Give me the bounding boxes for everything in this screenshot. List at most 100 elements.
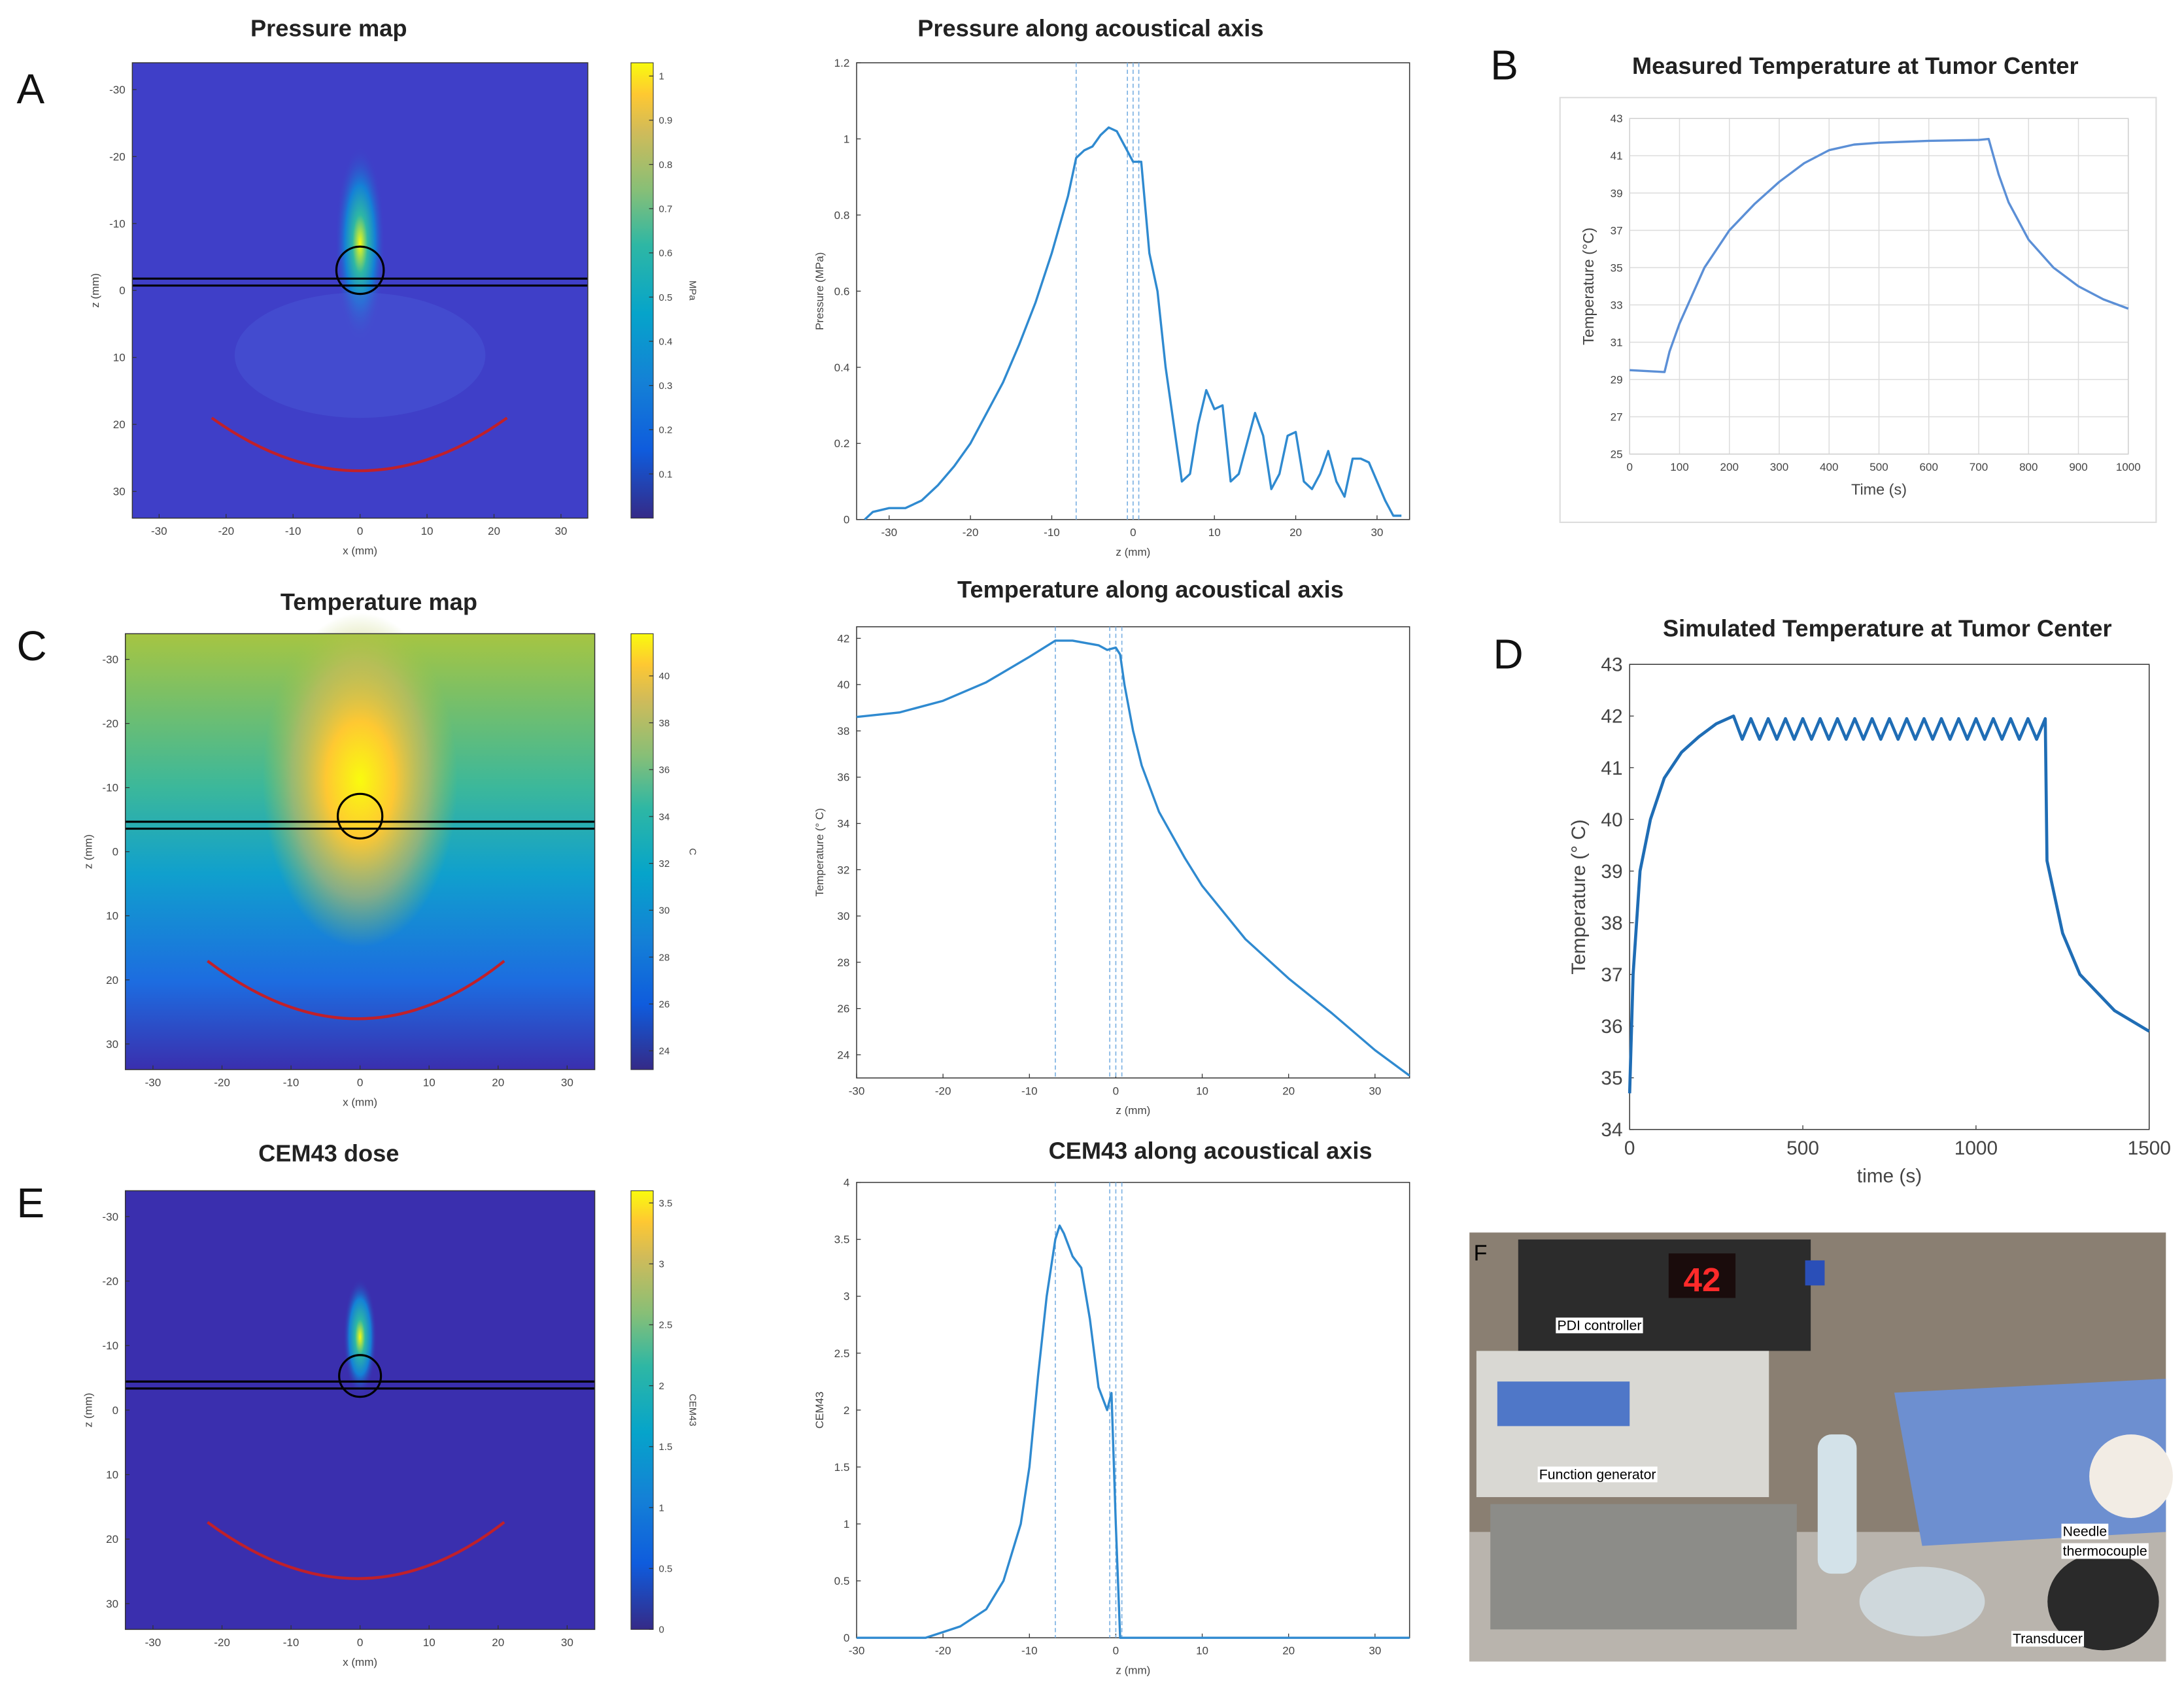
x-tick-label: 300 xyxy=(1770,461,1788,473)
x-tick-label: -30 xyxy=(881,526,897,539)
y-tick-label: 34 xyxy=(837,818,849,830)
x-tick-label: 700 xyxy=(1970,461,1988,473)
panel-letter: F xyxy=(1474,1241,1488,1266)
colorbar xyxy=(630,633,654,1070)
y-tick-label: 0 xyxy=(844,1632,849,1644)
y-axis-label: Temperature (° C) xyxy=(1568,819,1590,974)
data-line xyxy=(856,639,1410,1077)
data-line xyxy=(1628,714,2150,1094)
plot-frame xyxy=(1629,664,2150,1130)
y-tick-label: 36 xyxy=(837,771,849,784)
plot-frame xyxy=(856,626,1410,1079)
chart-title: Simulated Temperature at Tumor Center xyxy=(1663,615,2112,642)
y-tick-label: 10 xyxy=(106,1469,118,1481)
data-line xyxy=(864,126,1402,520)
y-tick-label: 0.4 xyxy=(834,362,850,374)
colorbar-tick-label: 0.7 xyxy=(659,205,673,215)
y-tick-label: 43 xyxy=(1611,112,1623,125)
photo-label: Needle xyxy=(2063,1524,2107,1540)
x-tick-label: 30 xyxy=(561,1077,573,1089)
x-axis-label: x (mm) xyxy=(343,1656,377,1668)
x-tick-label: 20 xyxy=(492,1077,504,1089)
x-axis-label: Time (s) xyxy=(1851,481,1907,498)
y-tick-label: 1.2 xyxy=(834,57,850,69)
x-tick-label: 30 xyxy=(1369,1645,1381,1657)
x-tick-label: 1000 xyxy=(2116,461,2141,473)
x-tick-label: 100 xyxy=(1670,461,1688,473)
x-tick-label: -10 xyxy=(283,1636,299,1649)
y-tick-label: 41 xyxy=(1611,150,1623,162)
panel-letter: A xyxy=(17,65,45,112)
y-tick-label: 38 xyxy=(837,725,849,737)
y-tick-label: 30 xyxy=(106,1598,118,1610)
y-tick-label: 27 xyxy=(1611,411,1623,423)
x-tick-label: 30 xyxy=(561,1636,573,1649)
y-tick-label: 30 xyxy=(113,486,126,498)
y-tick-label: 20 xyxy=(106,1533,118,1545)
plot-frame xyxy=(856,62,1410,520)
chart-title: Temperature along acoustical axis xyxy=(957,576,1344,603)
photo-label: Transducer xyxy=(2013,1631,2083,1647)
y-tick-label: 30 xyxy=(106,1038,118,1051)
photo xyxy=(1469,1232,2173,1662)
y-tick-label: 38 xyxy=(1601,913,1622,934)
y-tick-label: -20 xyxy=(102,1275,118,1288)
y-axis-label: Pressure (MPa) xyxy=(813,252,826,330)
colorbar-tick-label: 0.2 xyxy=(659,426,673,436)
y-axis-label: CEM43 xyxy=(813,1391,826,1428)
x-tick-label: 0 xyxy=(357,1636,363,1649)
x-tick-label: 0 xyxy=(357,1077,363,1089)
y-axis-label: Temperature (°C) xyxy=(1580,228,1597,345)
photo-label-bg xyxy=(1556,1317,1643,1334)
colorbar-tick-label: 34 xyxy=(659,812,670,822)
photo-label-bg xyxy=(2011,1630,2085,1647)
y-tick-label: 36 xyxy=(1601,1016,1622,1038)
y-tick-label: -20 xyxy=(102,718,118,730)
controller-display: 42 xyxy=(1684,1261,1721,1298)
y-tick-label: 1 xyxy=(844,133,849,145)
y-axis-label: z (mm) xyxy=(82,834,95,869)
y-tick-label: -30 xyxy=(102,1211,118,1223)
y-tick-label: 3.5 xyxy=(834,1234,850,1246)
y-tick-label: 2.5 xyxy=(834,1347,850,1360)
y-tick-label: -10 xyxy=(109,218,126,230)
x-tick-label: 10 xyxy=(1208,526,1221,539)
x-tick-label: 10 xyxy=(421,525,434,537)
y-tick-label: -10 xyxy=(102,1340,118,1352)
x-tick-label: 10 xyxy=(423,1077,435,1089)
x-tick-label: 20 xyxy=(1282,1085,1295,1097)
plot-frame xyxy=(124,1190,596,1630)
x-tick-label: -30 xyxy=(849,1085,865,1097)
colorbar-tick-label: 0.9 xyxy=(659,116,673,126)
y-tick-label: 32 xyxy=(837,864,849,876)
x-tick-label: -30 xyxy=(151,525,167,537)
colorbar-tick-label: 0.5 xyxy=(659,1564,673,1575)
data-line xyxy=(857,1224,1410,1639)
y-tick-label: 0 xyxy=(112,846,118,858)
x-tick-label: -20 xyxy=(214,1636,230,1649)
colorbar-tick-label: 1 xyxy=(659,72,664,82)
x-tick-label: 800 xyxy=(2019,461,2038,473)
y-tick-label: -20 xyxy=(109,150,126,163)
colorbar-tick-label: 0.3 xyxy=(659,381,673,392)
photo-label-bg xyxy=(1537,1466,1658,1483)
y-tick-label: 0 xyxy=(844,514,849,526)
x-tick-label: -20 xyxy=(214,1077,230,1089)
y-axis-label: z (mm) xyxy=(89,273,101,308)
x-tick-label: 600 xyxy=(1920,461,1938,473)
colorbar-label: MPa xyxy=(687,280,697,301)
x-tick-label: -10 xyxy=(1021,1645,1038,1657)
x-tick-label: 900 xyxy=(2069,461,2087,473)
colorbar-tick-label: 32 xyxy=(659,859,670,869)
x-tick-label: 0 xyxy=(1130,526,1136,539)
x-tick-label: 400 xyxy=(1820,461,1838,473)
colorbar-tick-label: 0.1 xyxy=(659,469,673,480)
colorbar-tick-label: 0.5 xyxy=(659,293,673,303)
x-tick-label: -30 xyxy=(145,1077,162,1089)
y-axis-label: z (mm) xyxy=(82,1393,95,1427)
x-axis-label: x (mm) xyxy=(343,1096,377,1108)
x-tick-label: -30 xyxy=(145,1636,162,1649)
colorbar-tick-label: 30 xyxy=(659,906,670,917)
x-tick-label: -10 xyxy=(285,525,301,537)
colorbar xyxy=(630,62,654,519)
